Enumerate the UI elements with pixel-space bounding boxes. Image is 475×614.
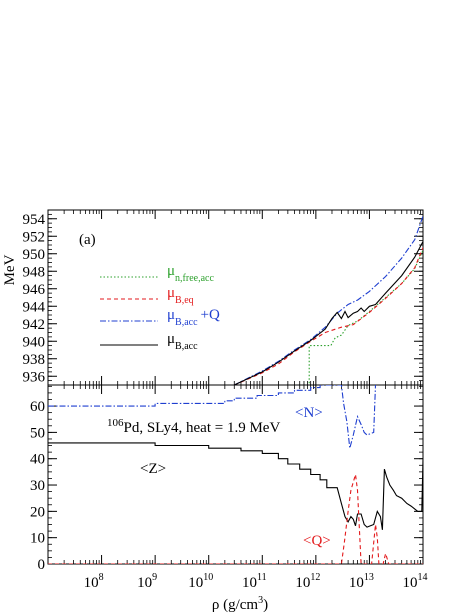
top-ytick-label: 940	[23, 334, 46, 350]
top-ytick-label: 936	[23, 369, 46, 385]
z-label: <Z>	[140, 461, 166, 477]
top-series-line-2	[234, 215, 423, 385]
bottom-series-line-1	[48, 442, 423, 530]
bottom-ytick-label: 50	[30, 425, 45, 441]
top-series	[234, 215, 423, 385]
legend-entry-1: μB,eq	[167, 285, 194, 306]
xtick-label: 1013	[349, 572, 374, 591]
xtick-label: 109	[137, 572, 157, 591]
n-label: <N>	[295, 405, 323, 421]
x-axis-label-sup: 3	[258, 595, 263, 606]
top-ytick-label: 952	[23, 229, 46, 245]
bottom-ytick-label: 60	[30, 399, 45, 415]
bottom-series-line-2	[48, 474, 423, 564]
xtick-label: 108	[84, 572, 104, 591]
bottom-ytick-label: 0	[38, 557, 46, 573]
top-ytick-label: 950	[23, 247, 46, 263]
xtick-label: 1012	[295, 572, 320, 591]
top-series-line-3	[234, 241, 423, 385]
bottom-ytick-label: 30	[30, 478, 45, 494]
xtick-label: 1011	[242, 572, 267, 591]
x-axis-label-end: )	[263, 597, 268, 613]
x-axis-label-main: ρ (g/cm	[212, 597, 259, 613]
top-series-line-1	[234, 247, 423, 385]
top-ytick-label: 938	[23, 352, 46, 368]
top-plot-frame	[47, 209, 424, 386]
bottom-series	[48, 385, 423, 564]
xtick-label: 1010	[188, 572, 213, 591]
model-annotation: 106Pd, SLy4, heat = 1.9 MeV	[107, 417, 280, 436]
legend-entry-2: μB,acc +Q	[167, 307, 220, 328]
annotation-text: Pd, SLy4, heat = 1.9 MeV	[124, 420, 281, 436]
bottom-series-line-0	[48, 385, 377, 449]
legend-entry-0: μn,free,acc	[167, 263, 214, 284]
x-tick-labels: 108 109 1010 1011 1012 1013 1014	[84, 572, 428, 591]
q-label: <Q>	[303, 533, 331, 549]
x-axis-label: ρ (g/cm3)	[212, 595, 268, 613]
top-ytick-label: 944	[23, 299, 46, 315]
top-ytick-label: 942	[23, 317, 46, 333]
top-ytick-label: 948	[23, 264, 46, 280]
bottom-panel: 0 10 20 30 40 50 60 106Pd, SLy4, heat = 1.9 Me…	[30, 384, 428, 613]
bottom-ticks: 0 10 20 30 40 50 60	[30, 385, 423, 573]
bottom-ytick-label: 10	[30, 531, 45, 547]
bottom-ytick-label: 40	[30, 452, 45, 468]
xtick-label: 1014	[403, 572, 428, 591]
bottom-ytick-label: 20	[30, 504, 45, 520]
top-ytick-label: 954	[23, 212, 46, 228]
top-ytick-label: 946	[23, 282, 46, 298]
bottom-plot-frame	[47, 384, 424, 565]
y-axis-label: MeV	[2, 254, 18, 285]
panel-label: (a)	[79, 232, 96, 248]
annotation-mass-number: 106	[107, 417, 124, 429]
legend-entry-3: μB,acc	[167, 331, 198, 352]
